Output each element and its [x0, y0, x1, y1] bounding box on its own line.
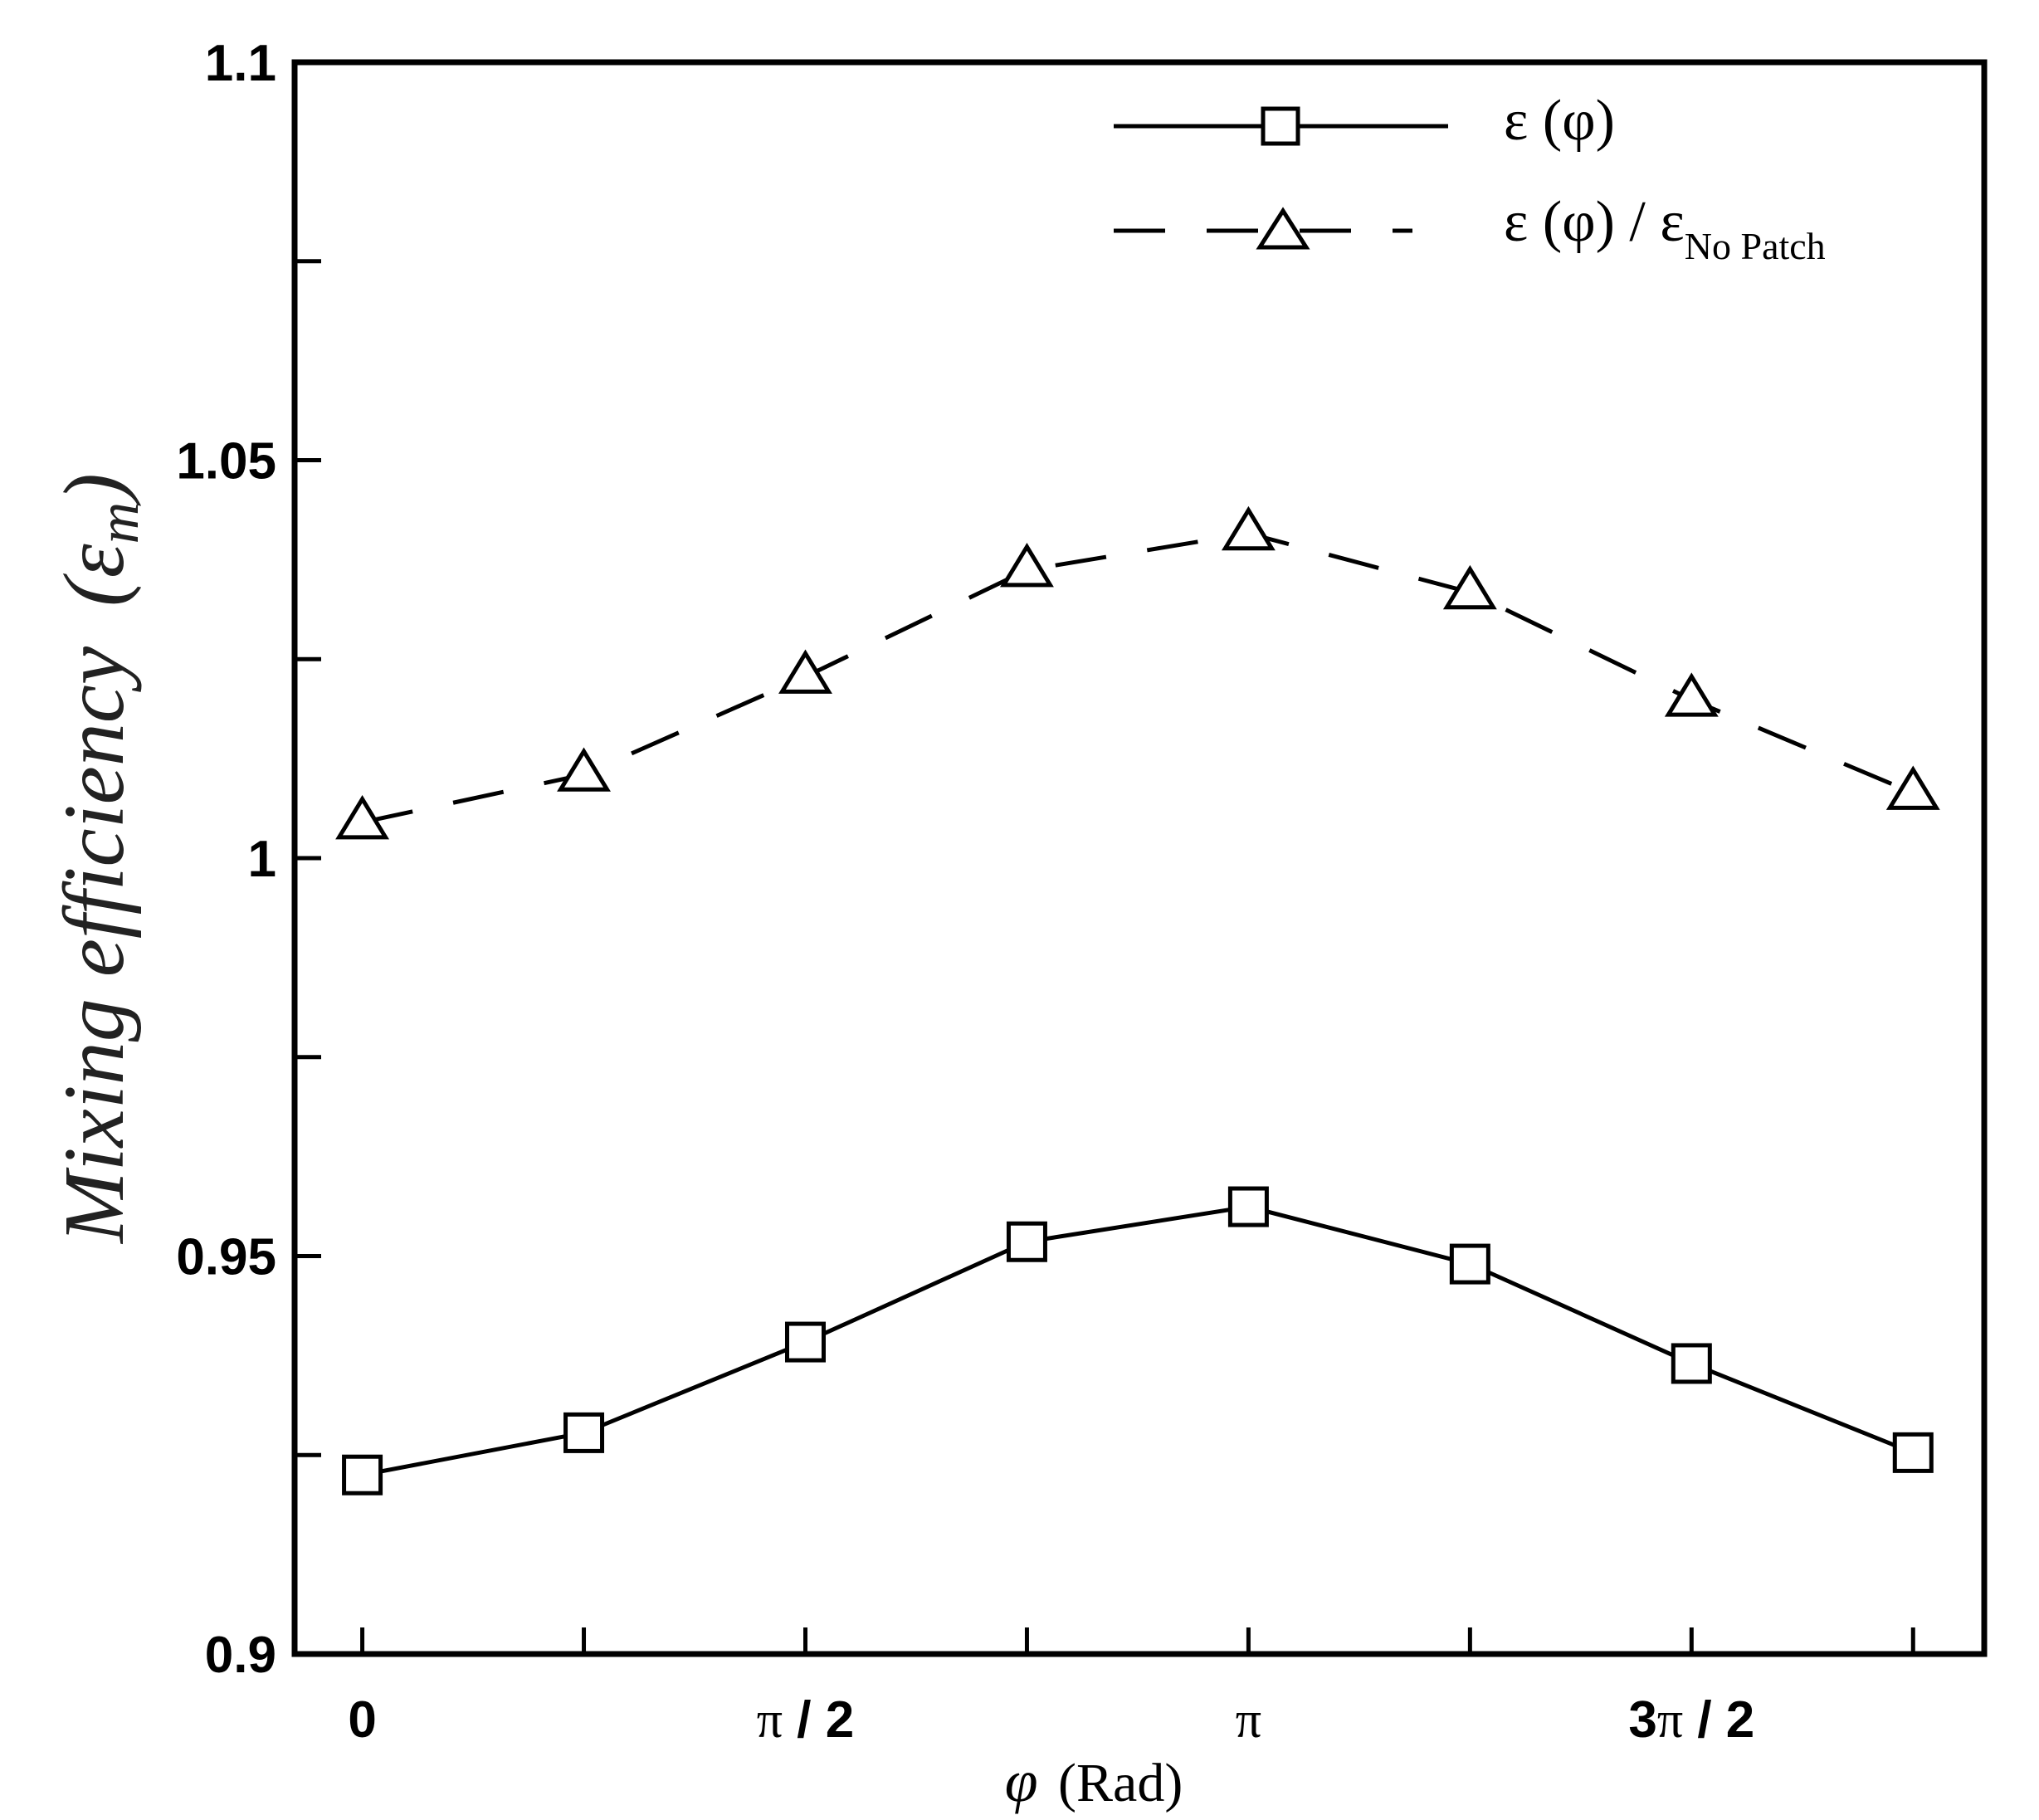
y-tick-label: 0.9 [205, 1627, 276, 1684]
y-axis-label-text: Mixing efficiency [46, 646, 142, 1245]
series-2-point [1885, 765, 1940, 810]
series-2-point [1221, 505, 1276, 551]
series-2-point [1664, 672, 1719, 717]
x-tick-label: 0 [348, 1691, 376, 1749]
series-1-point [342, 1454, 383, 1496]
y-tick-label: 1 [248, 831, 276, 888]
y-tick-label: 1.1 [205, 35, 276, 92]
series-2-point [557, 747, 611, 792]
x-axis-ticks [360, 1627, 1915, 1654]
x-tick-label: π [1236, 1692, 1261, 1749]
series-2-point [335, 795, 390, 840]
x-axis-label-symbol: φ [1005, 1748, 1038, 1814]
legend-label-series-1: ε (φ) [1504, 89, 1615, 153]
y-axis-label-sub: m [87, 502, 151, 544]
x-tick-label: 3π / 2 [1628, 1691, 1754, 1749]
series-line-1 [362, 1204, 1915, 1477]
legend-marker-square [1261, 106, 1300, 146]
series-2-point [1000, 543, 1054, 588]
series-layer [335, 505, 1940, 1496]
x-tick-labels: 0 π / 2 π 3π / 2 [348, 1691, 1754, 1749]
legend: ε (φ) ε (φ) / εNo Patch [1114, 89, 1826, 267]
y-tick-label: 0.95 [176, 1229, 276, 1286]
x-axis-label: φ (Rad) [1005, 1748, 1183, 1814]
series-1-point [784, 1321, 826, 1363]
y-tick-labels: 0.9 0.95 1 1.05 1.1 [176, 35, 276, 1684]
x-axis-label-unit: (Rad) [1058, 1753, 1183, 1813]
y-tick-label: 1.05 [176, 433, 276, 490]
legend-marker-triangle [1256, 207, 1310, 250]
series-1-point [1227, 1186, 1269, 1227]
plot-frame [291, 59, 1988, 1657]
y-axis-ticks [295, 60, 321, 1657]
series-1-point [1671, 1343, 1712, 1384]
series-1-point [1892, 1432, 1934, 1473]
series-1-point [1006, 1221, 1047, 1262]
legend-label-series-2-sub: No Patch [1685, 225, 1826, 267]
y-axis-label-symbol: (ε [46, 544, 142, 607]
series-1-point [563, 1412, 605, 1453]
series-2-point [778, 649, 832, 694]
legend-label-series-2: ε (φ) / εNo Patch [1504, 190, 1826, 267]
y-axis-label-close: ) [46, 473, 142, 506]
x-tick-label: π / 2 [757, 1691, 854, 1749]
series-1-point [1449, 1243, 1490, 1285]
legend-label-series-2-main: ε (φ) / ε [1504, 190, 1685, 254]
series-2-point [1442, 564, 1497, 610]
y-axis-label: Mixing efficiency (εm) [46, 473, 151, 1245]
